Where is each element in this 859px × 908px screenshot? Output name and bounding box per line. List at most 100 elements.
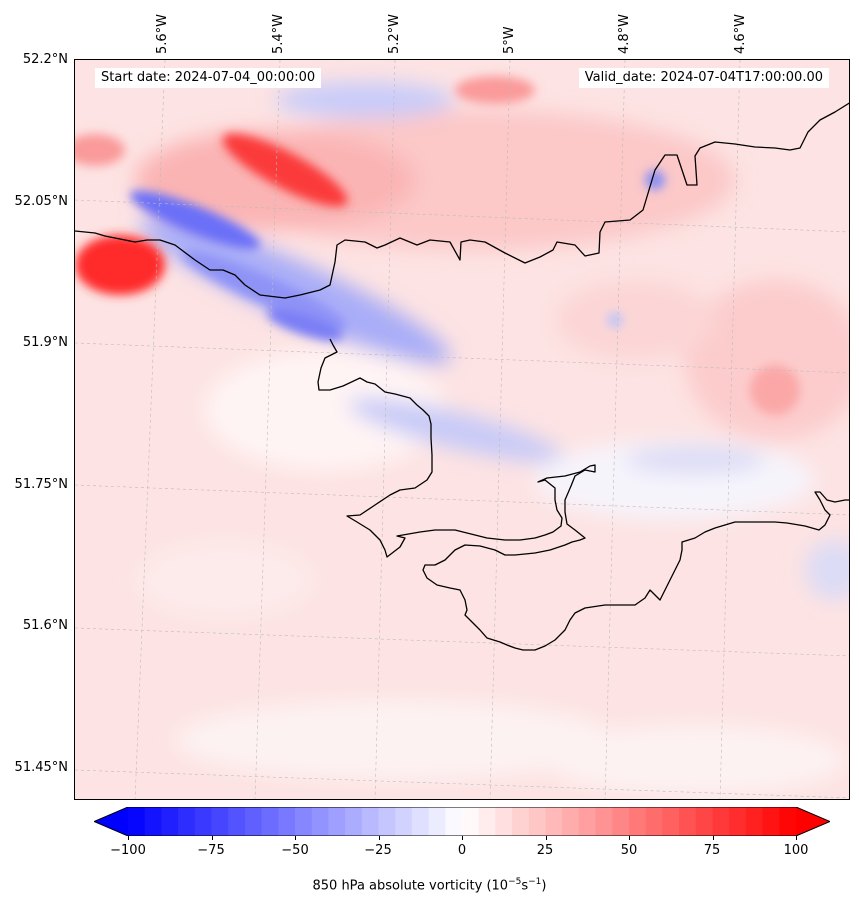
colorbar-bin	[595, 807, 613, 836]
field-patch	[607, 312, 623, 328]
lat-label: 51.45°N	[14, 760, 68, 775]
colorbar-bin	[345, 807, 363, 836]
colorbar-tick-label: 50	[620, 843, 638, 858]
colorbar-tick-mark	[128, 836, 129, 840]
colorbar-label-unit: s	[521, 878, 529, 894]
colorbar-bin	[228, 807, 246, 836]
colorbar-bin	[128, 807, 146, 836]
colorbar-tick-label: −50	[281, 843, 309, 858]
colorbar-tick-label: 100	[783, 843, 809, 858]
colorbar-bin	[528, 807, 546, 836]
field-patch	[685, 280, 849, 440]
lon-label: 5.6°W	[155, 13, 170, 54]
field-patch	[75, 134, 125, 166]
colorbar-bin	[629, 807, 647, 836]
field-patch	[645, 170, 665, 190]
colorbar-bin	[395, 807, 413, 836]
colorbar-tick-mark	[462, 836, 463, 840]
colorbar	[94, 807, 830, 836]
coastline	[75, 102, 849, 651]
colorbar-bin	[612, 807, 630, 836]
colorbar-bin	[779, 807, 797, 836]
field-patch	[266, 309, 344, 341]
colorbar-bin	[695, 807, 713, 836]
colorbar-bin	[712, 807, 730, 836]
colorbar-bin	[411, 807, 430, 836]
vorticity-map	[75, 60, 849, 799]
colorbar-bin	[545, 807, 563, 836]
field-patch	[545, 725, 845, 795]
graticule	[75, 60, 849, 799]
colorbar-label-end: )	[541, 878, 547, 894]
start-date-label: Start date: 2024-07-04_00:00:00	[95, 68, 322, 88]
colorbar-tick-label: −25	[364, 843, 392, 858]
colorbar-label-exponent: −1	[528, 877, 542, 887]
colorbar-extend-high	[796, 807, 830, 836]
field-patch	[625, 446, 765, 474]
colorbar-bin	[445, 807, 463, 836]
colorbar-bin	[762, 807, 780, 836]
colorbar-bin	[745, 807, 764, 836]
lat-label: 51.75°N	[14, 477, 68, 492]
colorbar-bin	[495, 807, 513, 836]
colorbar-tick-mark	[295, 836, 296, 840]
lat-label: 51.6°N	[22, 618, 68, 633]
field-patch	[805, 540, 849, 600]
colorbar-bin	[161, 807, 179, 836]
lon-label: 5°W	[502, 26, 517, 54]
colorbar-tick-mark	[796, 836, 797, 840]
colorbar-tick-mark	[545, 836, 547, 840]
field-patch	[348, 398, 562, 462]
field-patch	[455, 76, 535, 104]
colorbar-tick-mark	[211, 836, 213, 840]
colorbar-bin	[478, 807, 496, 836]
colorbar-bin	[311, 807, 329, 836]
colorbar-tick-mark	[629, 836, 630, 840]
colorbar-bin	[512, 807, 530, 836]
colorbar-tick-label: 25	[536, 843, 554, 858]
colorbar-bin	[578, 807, 597, 836]
field-patch	[222, 133, 348, 207]
colorbar-bin	[462, 807, 480, 836]
field-patch	[555, 280, 715, 360]
colorbar-tick-label: −75	[197, 843, 225, 858]
colorbar-bin	[278, 807, 296, 836]
colorbar-bin	[295, 807, 313, 836]
colorbar-bin	[261, 807, 279, 836]
lon-label: 5.2°W	[387, 13, 402, 54]
valid-date-label: Valid_date: 2024-07-04T17:00:00.00	[578, 68, 829, 88]
map-panel[interactable]	[74, 59, 850, 800]
colorbar-label-exponent: −5	[508, 877, 522, 887]
colorbar-bin	[244, 807, 263, 836]
colorbar-bin	[662, 807, 680, 836]
colorbar-tick-mark	[712, 836, 714, 840]
colorbar-bin	[178, 807, 196, 836]
lat-label: 51.9°N	[22, 335, 68, 350]
colorbar-bin	[729, 807, 747, 836]
field-patch	[175, 700, 615, 780]
lon-label: 4.8°W	[617, 13, 632, 54]
colorbar-bin	[645, 807, 663, 836]
field-patch	[275, 82, 455, 118]
lon-label: 4.6°W	[733, 13, 748, 54]
colorbar-bin	[211, 807, 229, 836]
colorbar-bin	[562, 807, 580, 836]
field-patch	[75, 235, 165, 295]
colorbar-tick-label: 75	[703, 843, 721, 858]
colorbar-bin	[328, 807, 346, 836]
field-patch	[750, 365, 800, 415]
colorbar-bin	[428, 807, 446, 836]
colorbar-extend-low	[94, 807, 128, 836]
colorbar-label: 850 hPa absolute vorticity (10−5s−1)	[0, 877, 859, 893]
colorbar-bin	[144, 807, 162, 836]
colorbar-bin	[679, 807, 697, 836]
colorbar-tick-label: −100	[110, 843, 146, 858]
colorbar-bin	[194, 807, 212, 836]
lat-label: 52.2°N	[22, 52, 68, 67]
field-patch	[135, 540, 315, 620]
lat-label: 52.05°N	[14, 194, 68, 209]
colorbar-bin	[361, 807, 379, 836]
colorbar-bin	[378, 807, 396, 836]
colorbar-label-text: 850 hPa absolute vorticity (10	[312, 878, 509, 894]
colorbar-tick-mark	[378, 836, 380, 840]
